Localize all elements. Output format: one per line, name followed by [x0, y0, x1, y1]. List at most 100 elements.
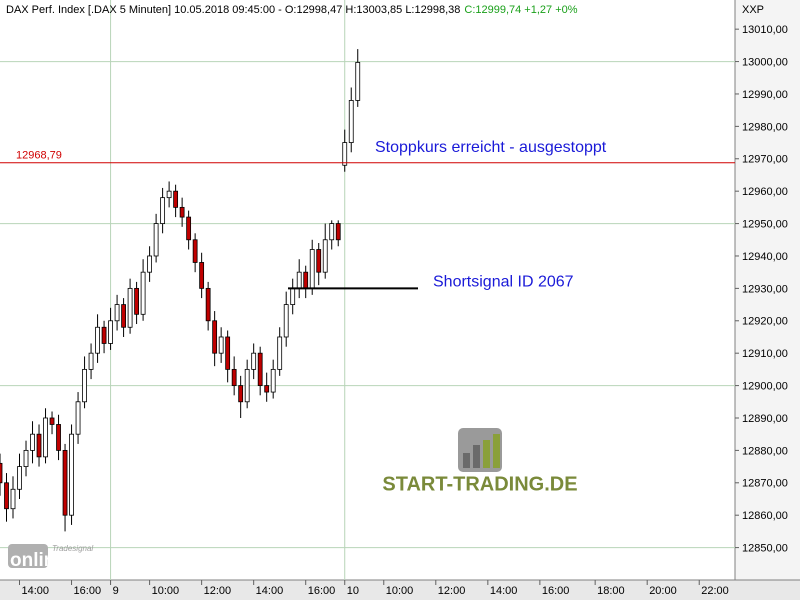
candle-body [296, 271, 302, 289]
candle-body [270, 368, 276, 393]
candle-body [322, 239, 328, 273]
candle-body [75, 401, 81, 435]
y-tick-label: 13000,00 [742, 56, 788, 68]
candle-body [49, 417, 55, 425]
candle-body [316, 249, 322, 273]
candle-body [303, 271, 309, 289]
candle-body [173, 190, 179, 208]
candle-body [147, 255, 153, 273]
candle-body [199, 262, 205, 289]
candle-body [192, 239, 198, 263]
candle-body [30, 433, 35, 451]
candle-body [309, 249, 315, 289]
x-tick-label: 14:00 [490, 585, 518, 597]
y-tick-label: 12890,00 [742, 413, 788, 425]
candle-body [342, 142, 348, 166]
candle-body [244, 368, 250, 403]
candle-body [257, 352, 263, 386]
candle-body [17, 466, 22, 490]
candle-body [140, 271, 146, 315]
candle-body [179, 206, 185, 218]
y-tick-label: 12950,00 [742, 218, 788, 230]
x-axis-strip [0, 580, 800, 600]
title: DAX Perf. Index [.DAX 5 Minuten] 10.05.2… [6, 4, 460, 16]
y-tick-label: 12940,00 [742, 251, 788, 263]
candle-body [335, 223, 341, 241]
candle-body [95, 326, 100, 354]
grid [0, 0, 735, 580]
x-tick-label: 18:00 [597, 585, 625, 597]
y-tick-label: 12990,00 [742, 89, 788, 101]
annotation: Stoppkurs erreicht - ausgestoppt [375, 139, 607, 156]
x-tick-label: 10:00 [386, 585, 414, 597]
candle-body [10, 488, 16, 510]
stop-label: 12968,79 [16, 150, 62, 162]
y-tick-label: 13010,00 [742, 24, 788, 36]
candle-body [134, 287, 139, 315]
watermark: Tradesignal [52, 544, 93, 553]
candle-body [4, 482, 9, 510]
candle-body [114, 304, 120, 322]
candle-body [225, 336, 231, 370]
candle-body [329, 223, 335, 241]
x-tick-label: 22:00 [701, 585, 729, 597]
x-tick-label: 12:00 [438, 585, 466, 597]
candle-body [121, 304, 126, 328]
candle-body [212, 320, 218, 354]
y-tick-label: 12960,00 [742, 186, 788, 198]
x-tick-label: 16:00 [542, 585, 570, 597]
candle-body [231, 368, 237, 386]
x-tick-label: 16:00 [308, 585, 336, 597]
watermark: online [10, 550, 66, 571]
y-tick-label: 12980,00 [742, 121, 788, 133]
x-tick-label: 20:00 [649, 585, 677, 597]
y-tick-label: 12970,00 [742, 154, 788, 166]
x-tick-label: 10 [347, 585, 359, 597]
chart-title: DAX Perf. Index [.DAX 5 Minuten] 10.05.2… [6, 4, 578, 16]
candle-body [69, 433, 74, 516]
candle-body [43, 417, 48, 458]
candle-body [88, 352, 94, 370]
x-tick-label: 16:00 [74, 585, 102, 597]
x-tick-label: 9 [113, 585, 119, 597]
y-tick-label: 12930,00 [742, 283, 788, 295]
marks [0, 49, 735, 532]
candle-body [290, 287, 296, 305]
candle-body [166, 190, 172, 199]
y-tick-label: 12860,00 [742, 510, 788, 522]
y-tick-label: 12910,00 [742, 348, 788, 360]
candle-body [277, 336, 283, 370]
candle-body [238, 385, 244, 403]
y-tick-label: 12900,00 [742, 380, 788, 392]
candle-body [355, 62, 361, 101]
y-tick-label: 12880,00 [742, 445, 788, 457]
candle-body [160, 197, 166, 224]
logo: START-TRADING.DE Tradesignal online [8, 428, 578, 571]
candle-body [264, 385, 270, 393]
candle-body [283, 304, 289, 338]
y-tick-label: 12850,00 [742, 543, 788, 555]
candle-body [101, 326, 107, 344]
x-tick-label: 14:00 [22, 585, 50, 597]
candle-body [153, 223, 159, 257]
candle-body [348, 100, 354, 143]
y-tick-label: 12870,00 [742, 478, 788, 490]
candle-body [108, 320, 113, 344]
x-tick-label: 12:00 [204, 585, 232, 597]
candle-body [186, 216, 192, 241]
y-axis-strip [735, 0, 800, 580]
candle-body [251, 352, 257, 370]
watermark: START-TRADING.DE [382, 473, 577, 495]
axis-label: XXP [742, 4, 764, 16]
candle-body [82, 368, 87, 403]
title-change: C:12999,74 +1,27 +0% [464, 4, 577, 16]
candle-body [62, 449, 68, 516]
candle-body [0, 462, 3, 484]
candle-body [127, 287, 133, 328]
candle-body [56, 424, 61, 451]
x-tick-label: 14:00 [256, 585, 284, 597]
annotation: Shortsignal ID 2067 [433, 274, 574, 291]
x-tick-label: 10:00 [152, 585, 180, 597]
